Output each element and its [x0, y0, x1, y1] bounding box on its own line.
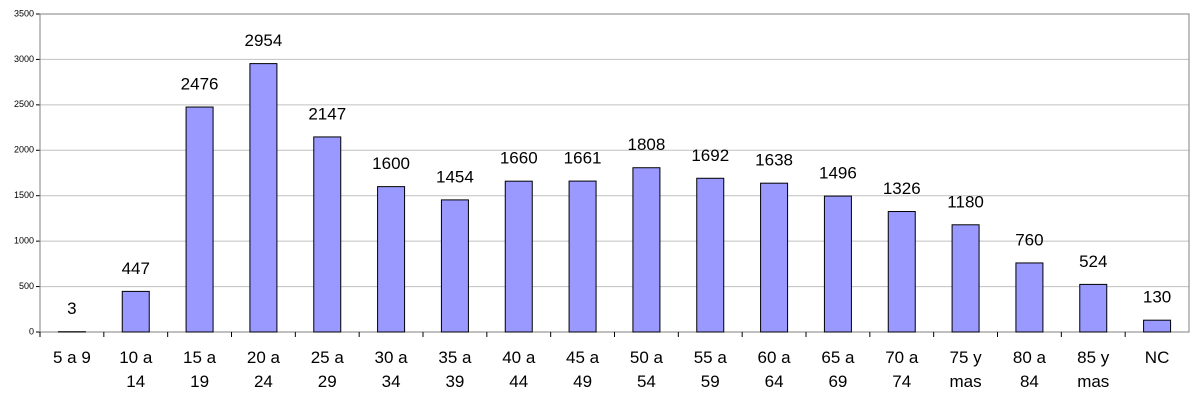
value-label: 1660	[500, 149, 538, 168]
value-label: 130	[1143, 288, 1171, 307]
x-tick-label: 85 y mas	[1077, 348, 1110, 391]
x-tick-label: 50 a 54	[629, 348, 663, 391]
bar	[696, 177, 725, 333]
value-label: 1180	[947, 192, 984, 211]
x-tick-label: 25 a 29	[310, 348, 344, 391]
x-tick-label: 55 a 59	[693, 348, 727, 391]
bar	[1079, 283, 1108, 333]
y-tick-label: 1000	[14, 236, 34, 246]
x-tick-label: 10 a 14	[119, 348, 153, 391]
value-label: 1600	[372, 154, 410, 173]
value-label: 1638	[755, 151, 793, 170]
x-tick-label: 75 y mas	[949, 348, 982, 391]
y-tick-label: 3500	[14, 8, 34, 18]
x-tick-label: 40 a 44	[502, 348, 536, 391]
bar	[313, 136, 342, 333]
value-label: 3	[67, 299, 76, 318]
bar	[440, 199, 469, 333]
x-tick-label: 45 a 49	[566, 348, 600, 391]
bar	[760, 182, 789, 333]
y-tick-label: 2000	[14, 145, 34, 155]
value-label: 1808	[628, 135, 666, 154]
bar	[377, 186, 406, 333]
y-tick-label: 3000	[14, 54, 34, 64]
value-label: 2954	[245, 31, 283, 50]
bar	[1143, 319, 1172, 333]
y-tick-label: 500	[19, 281, 34, 291]
value-label: 1661	[564, 149, 602, 168]
value-label: 2476	[181, 75, 219, 94]
bar	[632, 167, 661, 333]
x-tick-label: 65 a 69	[821, 348, 855, 391]
bar	[951, 224, 980, 333]
bar	[887, 211, 916, 333]
y-tick-label: 2500	[14, 99, 34, 109]
x-tick-label: 15 a 19	[183, 348, 217, 391]
value-label: 1326	[883, 179, 921, 198]
value-label: 1454	[436, 167, 474, 186]
x-tick-label: NC	[1144, 348, 1170, 367]
value-label: 524	[1079, 252, 1107, 271]
value-label: 447	[122, 259, 150, 278]
value-label: 760	[1015, 230, 1043, 249]
y-tick-label: 1500	[14, 190, 34, 200]
bar	[1015, 262, 1044, 333]
x-tick-label: 80 a 84	[1012, 348, 1046, 391]
value-label: 1496	[819, 164, 857, 183]
y-tick-label: 0	[29, 326, 34, 336]
value-label: 2147	[308, 104, 346, 123]
x-tick-label: 5 a 9	[53, 348, 91, 367]
value-label: 1692	[691, 146, 729, 165]
x-tick-label: 30 a 34	[374, 348, 408, 391]
x-tick-label: 70 a 74	[885, 348, 919, 391]
x-tick-label: 20 a 24	[246, 348, 280, 391]
bar	[249, 63, 278, 333]
bar	[121, 290, 150, 333]
x-tick-label: 60 a 64	[757, 348, 791, 391]
x-tick-label: 35 a 39	[438, 348, 472, 391]
bar	[568, 180, 597, 333]
bar	[823, 195, 852, 333]
bar	[185, 106, 214, 333]
bar	[504, 180, 533, 333]
